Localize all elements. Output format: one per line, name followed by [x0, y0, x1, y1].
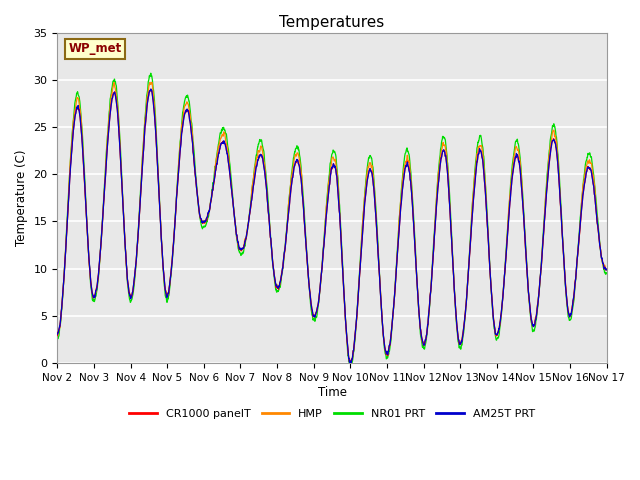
- Text: WP_met: WP_met: [68, 42, 122, 55]
- Title: Temperatures: Temperatures: [280, 15, 385, 30]
- X-axis label: Time: Time: [317, 385, 346, 398]
- Legend: CR1000 panelT, HMP, NR01 PRT, AM25T PRT: CR1000 panelT, HMP, NR01 PRT, AM25T PRT: [125, 405, 540, 423]
- Y-axis label: Temperature (C): Temperature (C): [15, 150, 28, 246]
